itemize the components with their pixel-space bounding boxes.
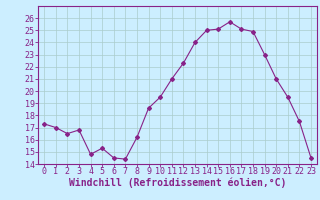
- X-axis label: Windchill (Refroidissement éolien,°C): Windchill (Refroidissement éolien,°C): [69, 178, 286, 188]
